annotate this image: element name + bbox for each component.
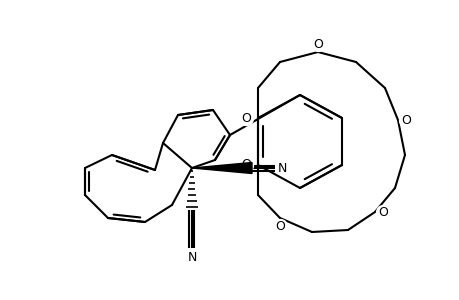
Polygon shape (191, 163, 252, 173)
Text: N: N (187, 251, 196, 264)
Text: O: O (241, 158, 251, 172)
Text: O: O (241, 112, 251, 124)
Text: N: N (277, 161, 287, 175)
Text: O: O (377, 206, 387, 218)
Text: O: O (400, 113, 410, 127)
Text: O: O (313, 38, 322, 50)
Text: O: O (274, 220, 284, 232)
